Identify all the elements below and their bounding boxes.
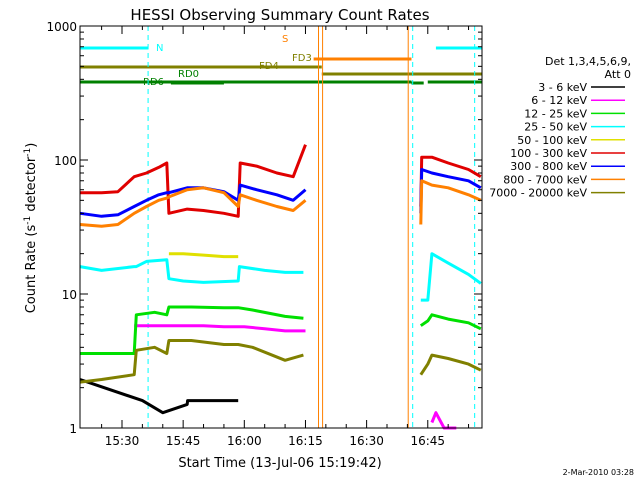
- series-7000-20000-kev: [419, 353, 482, 376]
- legend-label: 25 - 50 keV: [524, 121, 587, 134]
- legend-label: 3 - 6 keV: [538, 81, 587, 94]
- x-tick-label: 15:45: [166, 434, 201, 448]
- footer-timestamp: 2-Mar-2010 03:28: [563, 468, 634, 477]
- x-axis-label: Start Time (13-Jul-06 15:19:42): [178, 456, 381, 471]
- series-12-25-kev: [419, 313, 482, 331]
- series-6-12-kev: [134, 324, 306, 333]
- chart-title: HESSI Observing Summary Count Rates: [130, 6, 429, 24]
- series-50-100-kev: [168, 252, 239, 259]
- observing-flags: N S FD3 FD4 RD0 RD6: [80, 26, 482, 428]
- y-axis-label: Count Rate (s-1 detector-1): [23, 143, 39, 314]
- axes: 15:30 15:45 16:00 16:15 16:30 16:45 1 10 100 1000: [46, 20, 483, 448]
- series-25-50-kev: [79, 258, 304, 284]
- series-6-12-kev: [430, 411, 457, 430]
- series-25-50-kev: [420, 252, 482, 302]
- x-tick-label: 16:00: [227, 434, 262, 448]
- x-tick-label: 16:15: [288, 434, 323, 448]
- legend-label: 6 - 12 keV: [531, 94, 587, 107]
- legend-label: 100 - 300 keV: [510, 147, 587, 160]
- series-7000-20000-kev: [79, 339, 304, 384]
- series-12-25-kev: [80, 305, 304, 355]
- flag-label-rd6: RD6: [143, 77, 164, 88]
- series-300-800-kev: [419, 168, 482, 214]
- flag-label-rd0: RD0: [178, 69, 199, 80]
- series-300-800-kev: [79, 183, 307, 218]
- x-tick-label: 15:30: [105, 434, 140, 448]
- flag-label-fd3: FD3: [292, 53, 312, 64]
- series-100-300-kev: [419, 155, 482, 207]
- y-tick-label: 1000: [46, 20, 77, 34]
- flag-label-s: S: [282, 34, 288, 45]
- legend-label: 50 - 100 keV: [517, 134, 587, 147]
- y-tick-label: 100: [54, 154, 77, 168]
- y-tick-label: 1: [69, 422, 77, 436]
- series-800-7000-kev: [419, 179, 482, 225]
- legend-label: 12 - 25 keV: [524, 107, 587, 120]
- y-tick-label: 10: [62, 288, 77, 302]
- data-series: [79, 144, 482, 430]
- x-tick-label: 16:30: [349, 434, 384, 448]
- series-800-7000-kev: [79, 186, 307, 228]
- legend-label: 7000 - 20000 keV: [489, 187, 587, 200]
- legend-label: 800 - 7000 keV: [503, 173, 587, 186]
- legend-header-2: Att 0: [605, 68, 631, 81]
- series-3-6-kev: [79, 378, 239, 415]
- legend-header-1: Det 1,3,4,5,6,9,: [545, 55, 631, 68]
- flag-label-fd4: FD4: [259, 61, 279, 72]
- plot-frame: [79, 25, 483, 429]
- flag-label-n: N: [156, 43, 163, 54]
- x-tick-label: 16:45: [410, 434, 445, 448]
- legend-label: 300 - 800 keV: [510, 160, 587, 173]
- series-100-300-kev: [80, 144, 307, 218]
